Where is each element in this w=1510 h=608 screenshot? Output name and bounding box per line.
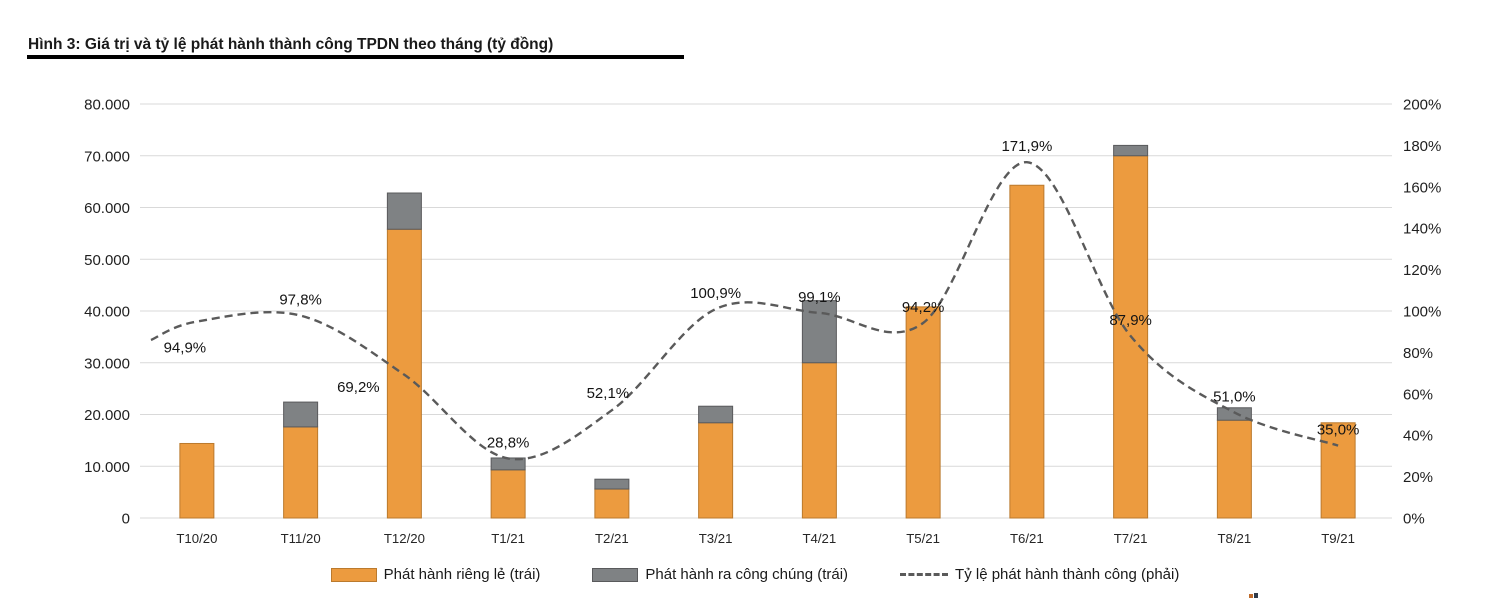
y-tick-label-right: 100% [1403,304,1441,321]
chart-legend: Phát hành riêng lẻ (trái) Phát hành ra c… [0,566,1510,583]
y-tick-label-right: 40% [1403,428,1433,445]
cropped-artifact-dark [1254,593,1258,598]
bar-segment-public-T2/21 [594,478,630,490]
orange-bar-swatch-icon [330,567,377,582]
x-tick-label: T1/21 [491,531,525,546]
bar-segment-public-T11/20 [283,401,319,428]
point-label-T11/20: 97,8% [279,292,322,309]
bar-segment-private-T1/21 [490,469,526,519]
figure-title: Hình 3: Giá trị và tỷ lệ phát hành thành… [28,36,554,53]
bar-segment-private-T4/21 [801,362,837,519]
y-tick-label-right: 0% [1403,511,1425,528]
y-tick-label-right: 180% [1403,138,1441,155]
legend-label: Phát hành riêng lẻ (trái) [383,566,541,583]
point-label-T1/21: 28,8% [487,434,530,451]
bar-segment-public-T8/21 [1216,407,1252,421]
cropped-artifact-orange [1249,594,1253,598]
point-label-T8/21: 51,0% [1213,388,1256,405]
y-tick-label-left: 20.000 [84,407,130,424]
bar-segment-private-T6/21 [1009,184,1045,519]
x-tick-label: T4/21 [803,531,837,546]
y-tick-label-left: 0 [122,511,130,528]
y-tick-label-left: 50.000 [84,252,130,269]
title-underline-rule [27,55,684,59]
y-tick-label-left: 80.000 [84,97,130,114]
legend-item-private-placement: Phát hành riêng lẻ (trái) [330,566,541,583]
point-label-T4/21: 99,1% [798,289,841,306]
y-tick-label-left: 60.000 [84,200,130,217]
x-tick-label: T3/21 [699,531,733,546]
point-label-T6/21: 171,9% [1001,138,1052,155]
legend-label: Tỷ lệ phát hành thành công (phải) [955,566,1180,583]
x-tick-label: T5/21 [906,531,940,546]
bar-segment-private-T10/20 [179,442,215,519]
bar-segment-public-T7/21 [1113,144,1149,157]
x-tick-label: T7/21 [1114,531,1148,546]
bar-segment-private-T8/21 [1216,419,1252,519]
legend-item-public-offering: Phát hành ra công chúng (trái) [592,566,848,583]
y-tick-label-right: 160% [1403,179,1441,196]
y-tick-label-left: 30.000 [84,355,130,372]
success-rate-line [150,160,1339,461]
x-tick-label: T8/21 [1218,531,1252,546]
y-tick-label-left: 10.000 [84,459,130,476]
bar-segment-private-T9/21 [1320,422,1356,519]
bar-segment-private-T5/21 [905,306,941,519]
y-tick-label-left: 40.000 [84,304,130,321]
x-tick-label: T10/20 [176,531,217,546]
x-tick-label: T9/21 [1321,531,1355,546]
bar-segment-private-T3/21 [698,422,734,519]
x-tick-label: T2/21 [595,531,629,546]
x-tick-label: T11/20 [281,531,321,546]
point-label-T12/20: 69,2% [337,379,380,396]
gray-bar-swatch-icon [592,567,639,582]
bar-segment-public-T3/21 [698,405,734,424]
dashed-line-swatch-icon [900,573,949,576]
bar-segment-private-T2/21 [594,488,630,519]
point-label-T7/21: 87,9% [1109,312,1152,329]
y-tick-label-right: 200% [1403,97,1441,114]
x-tick-label: T6/21 [1010,531,1044,546]
y-tick-label-right: 80% [1403,345,1433,362]
bar-segment-private-T11/20 [283,426,319,519]
y-tick-label-right: 60% [1403,386,1433,403]
y-tick-label-left: 70.000 [84,148,130,165]
y-tick-label-right: 140% [1403,221,1441,238]
bar-segment-public-T4/21 [801,300,837,364]
bar-segment-public-T12/20 [386,192,422,230]
point-label-T2/21: 52,1% [587,385,630,402]
y-tick-label-right: 20% [1403,469,1433,486]
point-label-T5/21: 94,2% [902,299,945,316]
y-tick-label-right: 120% [1403,262,1441,279]
legend-label: Phát hành ra công chúng (trái) [645,566,849,583]
legend-item-success-rate: Tỷ lệ phát hành thành công (phải) [900,566,1179,583]
x-tick-label: T12/20 [384,531,425,546]
point-label-T10/20: 94,9% [164,340,207,357]
point-label-T9/21: 35,0% [1317,422,1360,439]
point-label-T3/21: 100,9% [690,285,741,302]
cropped-artifact [1249,593,1260,599]
